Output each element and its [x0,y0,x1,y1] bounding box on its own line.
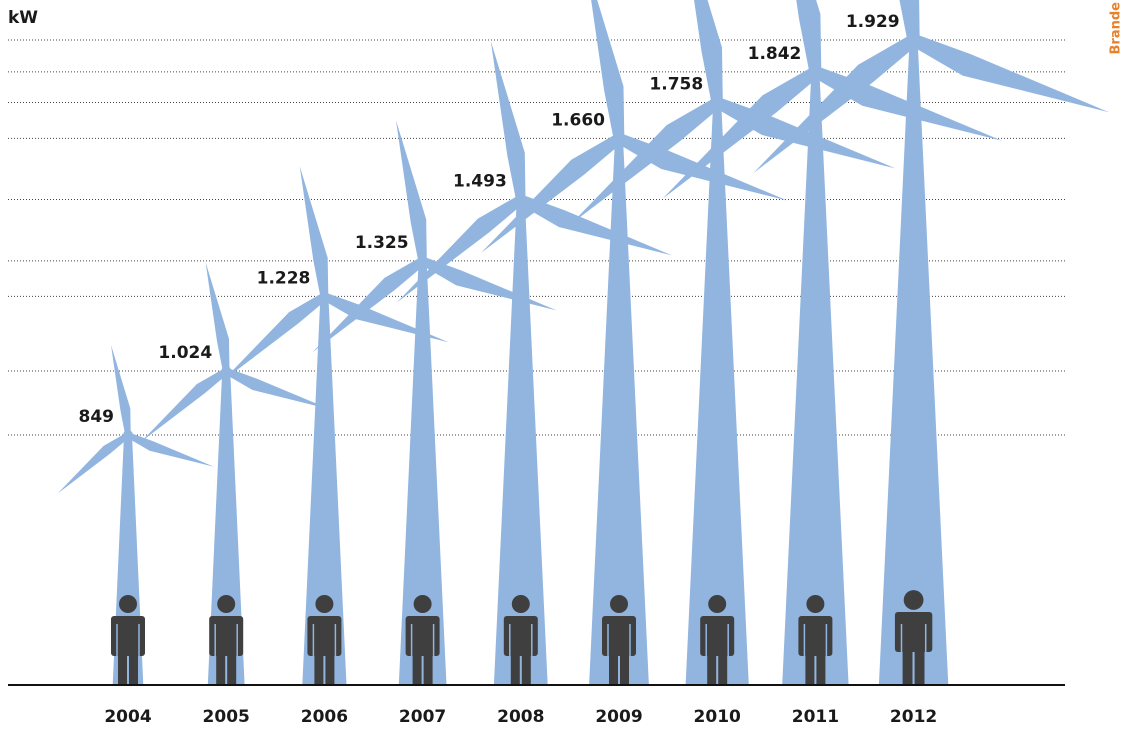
x-tick-label: 2012 [890,707,937,727]
x-tick-label: 2010 [694,707,741,727]
tower [878,40,949,685]
person-leg [325,650,335,685]
tower [589,138,649,685]
person-leg [707,650,717,685]
blade [911,34,1109,113]
person-head [806,595,825,613]
x-tick-label: 2011 [792,707,839,727]
blade [481,134,623,253]
blade [225,367,330,410]
hub [810,66,821,77]
person-leg [423,650,433,685]
person-head [708,595,727,613]
x-tick-label: 2009 [595,707,642,727]
blade [396,195,524,303]
x-tick-label: 2004 [104,707,151,727]
hub [319,291,330,302]
blade [591,0,625,140]
person-leg [805,650,815,685]
value-label: 849 [79,407,115,427]
value-label: 1.929 [846,12,900,32]
person-body [307,616,342,656]
person-leg [216,650,226,685]
person-body [798,616,833,656]
tower [685,102,749,685]
value-label: 1.024 [158,343,212,363]
person-leg [227,650,237,685]
person-body [209,616,244,656]
person-leg [914,650,925,685]
blade [899,0,920,42]
person-body [503,616,538,656]
blade [111,344,131,436]
blade [222,293,327,382]
source: Brande [1109,2,1122,55]
blade [127,432,214,467]
hub [123,430,133,440]
value-label: 1.325 [355,233,409,253]
blade [57,432,130,494]
person-leg [718,650,728,685]
blade [396,120,427,262]
person-leg [412,650,422,685]
person-head [315,595,334,613]
tower [207,371,245,685]
blade [796,0,822,73]
x-tick-label: 2008 [497,707,544,727]
tower [398,260,447,685]
value-label: 1.842 [748,44,802,64]
blade [571,98,721,224]
person-body [894,612,933,652]
value-label: 1.228 [257,268,311,288]
blade [299,166,329,298]
blade [694,0,723,104]
labels: 849 2004 1.024 2005 1.228 2006 1.325 2007 1.493 2… [79,12,938,727]
person-head [413,595,432,613]
person-head [903,590,924,610]
hub [417,255,428,266]
tower [493,199,548,685]
y-axis-label: kW [8,8,38,28]
person-leg [609,650,618,685]
person-leg [129,650,138,685]
value-label: 1.660 [551,110,605,130]
tower [782,71,849,686]
blade [662,67,820,199]
blade [490,41,526,201]
blade [312,257,426,353]
x-tick-label: 2005 [203,707,250,727]
blade [141,368,229,442]
person-head [610,595,628,613]
x-tick-label: 2007 [399,707,446,727]
person-leg [521,650,531,685]
person-leg [620,650,629,685]
person-leg [314,650,324,685]
person-leg [118,650,127,685]
person-head [119,595,137,613]
person-body [700,616,735,656]
person-body [405,616,440,656]
blade [753,35,918,174]
tower [302,296,347,685]
person-leg [816,650,826,685]
hub [908,35,919,45]
person-leg [510,650,520,685]
x-tick-label: 2006 [301,707,348,727]
blade [205,262,230,372]
hub [221,365,232,376]
blade [519,194,672,256]
person-leg [902,650,913,685]
value-label: 1.493 [453,171,507,191]
value-label: 1.758 [649,75,703,95]
turbines [57,0,1109,686]
person-head [217,595,236,613]
hub [515,194,526,205]
person-head [511,595,530,613]
hub [712,97,723,108]
hub [614,133,624,144]
person-body [602,616,636,656]
person-body [111,616,145,656]
